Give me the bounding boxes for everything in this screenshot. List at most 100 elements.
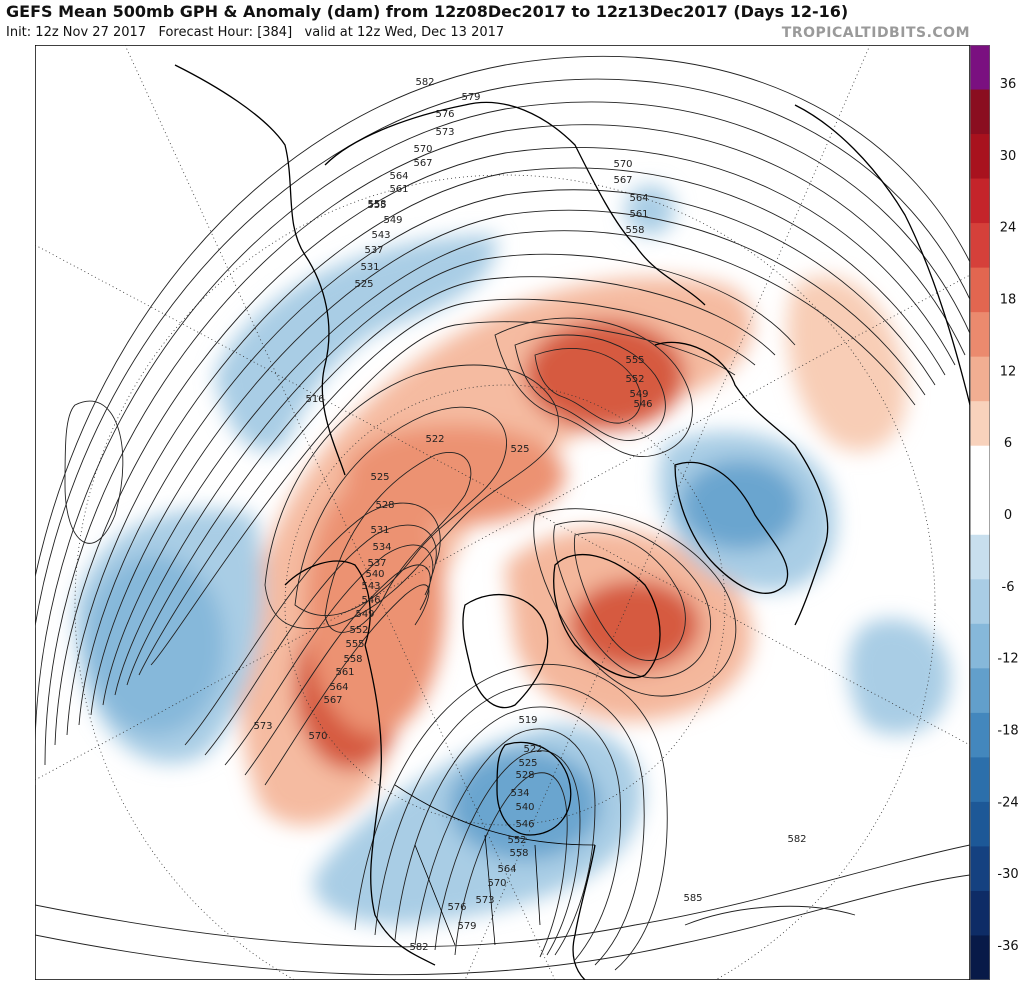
contour-label: 564 (389, 171, 408, 182)
colorbar-swatch (970, 890, 990, 937)
negative-anomaly-atlantic (848, 618, 951, 735)
contour-label: 579 (457, 921, 476, 932)
colorbar-swatch (970, 356, 990, 402)
contour-label: 582 (787, 834, 806, 845)
contour-label: 519 (518, 715, 537, 726)
contour-label: 564 (629, 193, 648, 204)
contour-label: 546 (515, 819, 534, 830)
colorbar-swatch (970, 445, 990, 491)
contour-label: 552 (507, 835, 526, 846)
colorbar-tick-label: -12 (997, 652, 1018, 667)
contour-label: 528 (515, 770, 534, 781)
contour-label: 522 (523, 744, 542, 755)
contour-label: 567 (323, 695, 342, 706)
colorbar-tick-label: 30 (1000, 149, 1017, 164)
colorbar-tick-label: -24 (997, 795, 1018, 810)
contour-label: 525 (370, 472, 389, 483)
contour-label: 564 (497, 864, 516, 875)
chart-subtitle: Init: 12z Nov 27 2017 Forecast Hour: [38… (6, 25, 505, 40)
colorbar-swatch (970, 579, 990, 625)
contour-label: 573 (253, 721, 272, 732)
colorbar-swatch (970, 312, 990, 358)
coastlines (174, 64, 970, 980)
asia-coast (174, 64, 346, 476)
colorbar-swatch (970, 89, 990, 135)
colorbar-swatch (970, 490, 990, 536)
contour-label: 552 (625, 374, 644, 385)
contour-label: 549 (629, 389, 648, 400)
contour-label: 567 (613, 175, 632, 186)
positive-anomaly-europe-core (525, 320, 685, 430)
colorbar-ticks: 36 30 24 18 12 6 0 -6 -12 -18 -24 -30 -36 (997, 77, 1018, 954)
colorbar-tick-label: -18 (997, 724, 1018, 739)
colorbar-swatch (970, 45, 990, 91)
contour-label: 516 (305, 394, 324, 405)
contour-label: 573 (475, 895, 494, 906)
colorbar-tick-label: 0 (1004, 508, 1012, 523)
graticule (35, 45, 970, 980)
contour-label: 582 (409, 942, 428, 953)
colorbar-tick-label: 12 (1000, 364, 1017, 379)
north-america-coast (364, 644, 436, 966)
contour-label: 528 (375, 500, 394, 511)
contour-label: 546 (633, 399, 652, 410)
contour-label: 531 (360, 262, 379, 273)
us-east-coast (572, 844, 596, 980)
colorbar-tick-label: -30 (997, 867, 1018, 882)
contour-labels: 5825795765735705675645615585555495435375… (253, 77, 806, 953)
contour-label: 585 (683, 893, 702, 904)
europe-coast (654, 341, 829, 626)
contour-label: 561 (389, 184, 408, 195)
chart-title: GEFS Mean 500mb GPH & Anomaly (dam) from… (6, 2, 849, 21)
contour-label: 558 (625, 225, 644, 236)
contour-label: 543 (371, 230, 390, 241)
contour-label: 534 (510, 788, 529, 799)
polar-map: 5825795765735705675645615585555495435375… (35, 45, 970, 980)
contour-label: 525 (518, 758, 537, 769)
scandinavia-coast (674, 461, 789, 594)
contour-label: 567 (413, 158, 432, 169)
positive-anomaly-europe-east (787, 276, 907, 452)
colorbar-swatches (970, 45, 990, 980)
contour-label: 570 (413, 144, 432, 155)
negative-anomaly-scandinavia-core (680, 460, 800, 550)
contour-label: 549 (383, 215, 402, 226)
contour-label: 561 (335, 667, 354, 678)
contour-label: 570 (613, 159, 632, 170)
colorbar-swatch (970, 401, 990, 447)
colorbar-swatch (970, 668, 990, 714)
contour-label: 537 (367, 558, 386, 569)
contour-label: 582 (415, 77, 434, 88)
contour-label: 525 (354, 279, 373, 290)
contour-label: 540 (365, 569, 384, 580)
colorbar-swatch (970, 534, 990, 580)
greenland-coast (553, 553, 661, 679)
contour-label: 522 (425, 434, 444, 445)
contour-label: 576 (435, 109, 454, 120)
contour-label: 555 (625, 355, 644, 366)
contour-label: 576 (447, 902, 466, 913)
colorbar-swatch (970, 757, 990, 803)
contour-label: 552 (349, 625, 368, 636)
contour-label: 534 (372, 542, 391, 553)
positive-anomaly-greenland-core (570, 580, 700, 670)
contour-label: 531 (370, 525, 389, 536)
colorbar-swatch (970, 623, 990, 669)
contour-label: 555 (367, 200, 386, 211)
contour-label: 549 (355, 609, 374, 620)
colorbar-swatch (970, 712, 990, 758)
contour-label: 546 (361, 595, 380, 606)
negative-anomaly-asia (215, 235, 497, 452)
colorbar-tick-label: 24 (1000, 221, 1017, 236)
colorbar-tick-label: -36 (997, 939, 1018, 954)
colorbar-swatch (970, 846, 990, 892)
contour-label: 537 (364, 245, 383, 256)
contour-label: 564 (329, 682, 348, 693)
negative-anomaly-japan (625, 185, 675, 235)
contour-label: 573 (435, 127, 454, 138)
hudson-bay (496, 741, 572, 836)
colorbar: 36 30 24 18 12 6 0 -6 -12 -18 -24 -30 -36 (970, 45, 1019, 980)
contour-label: 558 (343, 654, 362, 665)
contour-label: 525 (510, 444, 529, 455)
colorbar-swatch (970, 801, 990, 848)
